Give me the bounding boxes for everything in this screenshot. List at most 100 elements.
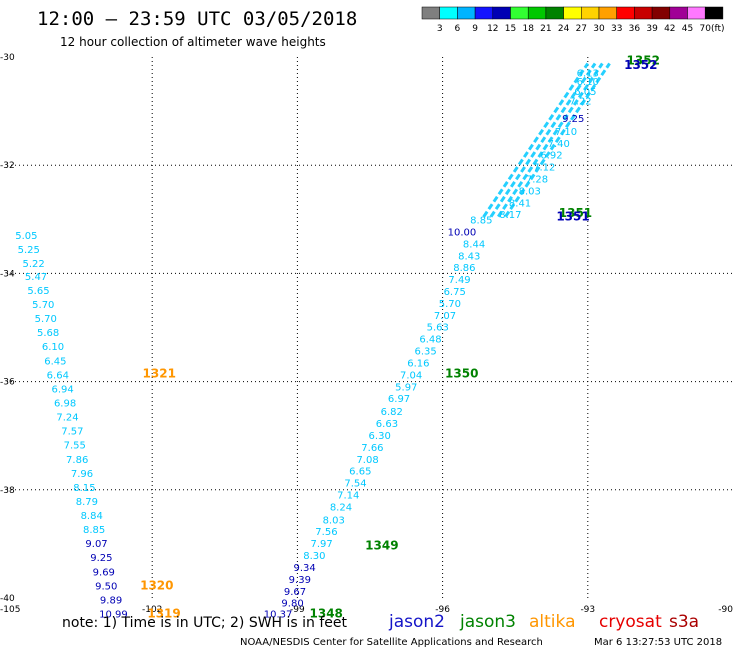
wave-height-value: 9.89 [100, 595, 122, 606]
colorbar-unit: (ft) [711, 24, 725, 34]
wave-height-value: 7.86 [66, 455, 88, 466]
wave-height-value: 7.24 [56, 413, 78, 424]
legend-entry: altika [529, 612, 576, 632]
wave-height-value: 8.03 [323, 515, 345, 526]
dense-track-line [497, 62, 604, 218]
wave-height-value: 6.75 [444, 287, 466, 298]
wave-height-value: 7.66 [361, 443, 383, 454]
wave-height-value: 6.30 [369, 431, 391, 442]
wave-height-value: 8.43 [458, 251, 480, 262]
wave-height-value: 10.00 [448, 228, 477, 239]
wave-height-value: 5.97 [395, 382, 417, 393]
dense-track-line [482, 62, 590, 218]
colorbar-label: 18 [522, 24, 534, 34]
wave-height-value: 9.50 [95, 581, 117, 592]
colorbar-label: 9 [472, 24, 478, 34]
wave-height-value: 7.57 [61, 427, 83, 438]
wave-height-value: 7.96 [71, 469, 93, 480]
colorbar-swatch [510, 6, 529, 20]
colorbar-swatch [474, 6, 494, 20]
x-tick-label: -96 [435, 605, 450, 615]
pass-id: 1352 [624, 58, 657, 72]
wave-height-value: 5.70 [439, 299, 461, 310]
chart-title: 12:00 – 23:59 UTC 03/05/2018 [37, 8, 357, 30]
wave-height-value: 6.94 [52, 384, 74, 395]
wave-height-value: 8.85 [470, 216, 492, 227]
colorbar-swatch [545, 6, 564, 20]
wave-height-value: 7.49 [448, 275, 470, 286]
colorbar-swatch [581, 6, 600, 20]
colorbar-label: 33 [611, 24, 622, 34]
colorbar-label: 70 [699, 24, 711, 34]
dense-track-value: 8.41 [509, 198, 531, 209]
dense-track-value: 9.25 [562, 114, 584, 125]
satellite-legend: jason2 jason3 altika cryosat s3a [388, 612, 699, 632]
wave-height-value: 6.16 [407, 358, 429, 369]
dense-track-value: 6.92 [540, 151, 562, 162]
colorbar-label: 21 [540, 24, 551, 34]
colorbar-label: 39 [646, 24, 658, 34]
legend-entry: jason3 [459, 612, 516, 632]
x-tick-label: -102 [142, 605, 162, 615]
footer-timestamp: Mar 6 13:27:53 UTC 2018 [594, 637, 722, 648]
x-tick-label: -93 [580, 605, 595, 615]
y-tick-label: -40 [0, 594, 15, 604]
colorbar-label: 3 [437, 24, 443, 34]
wave-height-value: 9.25 [90, 553, 112, 564]
colorbar-swatch [439, 6, 458, 20]
wave-height-value: 6.64 [47, 370, 69, 381]
pass-id: 1350 [445, 366, 478, 380]
wave-height-value: 6.35 [415, 347, 437, 358]
colorbar-label: 27 [576, 24, 587, 34]
wave-height-value: 7.07 [434, 311, 456, 322]
wave-height-value: 9.34 [294, 563, 316, 574]
wave-height-value: 5.63 [427, 323, 449, 334]
grid [7, 57, 733, 598]
wave-height-value: 6.97 [388, 394, 410, 405]
dense-track-value: 6.10 [577, 77, 599, 88]
wave-height-value: 6.10 [42, 342, 64, 353]
dense-track-value: 7.40 [548, 139, 570, 150]
y-tick-label: -30 [0, 53, 15, 63]
y-tick-label: -36 [0, 378, 15, 388]
colorbar-swatch [457, 6, 476, 20]
y-tick-label: -34 [0, 269, 15, 279]
wave-height-value: 9.67 [284, 587, 306, 598]
wave-height-value: 7.14 [337, 490, 359, 501]
colorbar-label: 15 [505, 24, 516, 34]
colorbar-swatch [704, 6, 724, 20]
pass-id: 1320 [140, 578, 173, 592]
pass-id: 1321 [143, 366, 176, 380]
wave-height-value: 8.24 [330, 502, 352, 513]
footer-credit: NOAA/NESDIS Center for Satellite Applica… [240, 637, 543, 648]
plot-area: -105 -102 -99 -96 -93 -90 -30 -32 -34 -36 -38 -40 6… [0, 53, 733, 620]
colorbar-swatch [687, 6, 706, 20]
colorbar-swatch [492, 6, 511, 20]
wave-height-value: 5.70 [32, 300, 54, 311]
y-tick-label: -38 [0, 486, 15, 496]
dense-track-value: 8.03 [519, 186, 541, 197]
wave-height-value: 8.30 [303, 551, 325, 562]
wave-height-value: 5.22 [22, 259, 44, 270]
dense-track-value: 7.12 [533, 163, 555, 174]
wave-height-value: 9.39 [289, 575, 311, 586]
wave-height-value: 7.97 [310, 539, 332, 550]
colorbar-label: 42 [664, 24, 675, 34]
colorbar-label: 30 [593, 24, 605, 34]
wave-height-value: 9.80 [281, 599, 303, 610]
wave-height-value: 8.86 [453, 263, 475, 274]
footer-note: note: 1) Time is in UTC; 2) SWH is in fe… [62, 615, 348, 631]
colorbar-label: 36 [629, 24, 641, 34]
colorbar-swatch [527, 6, 547, 20]
dense-track-line [504, 62, 611, 218]
wave-height-value: 6.63 [376, 419, 398, 430]
wave-height-value: 8.79 [76, 497, 98, 508]
wave-height-value: 6.65 [349, 467, 371, 478]
colorbar-swatch [651, 6, 671, 20]
colorbar-swatch [616, 6, 635, 20]
wave-height-value: 6.48 [419, 335, 441, 346]
wave-height-value: 8.84 [81, 511, 103, 522]
colorbar-swatch [669, 6, 688, 20]
